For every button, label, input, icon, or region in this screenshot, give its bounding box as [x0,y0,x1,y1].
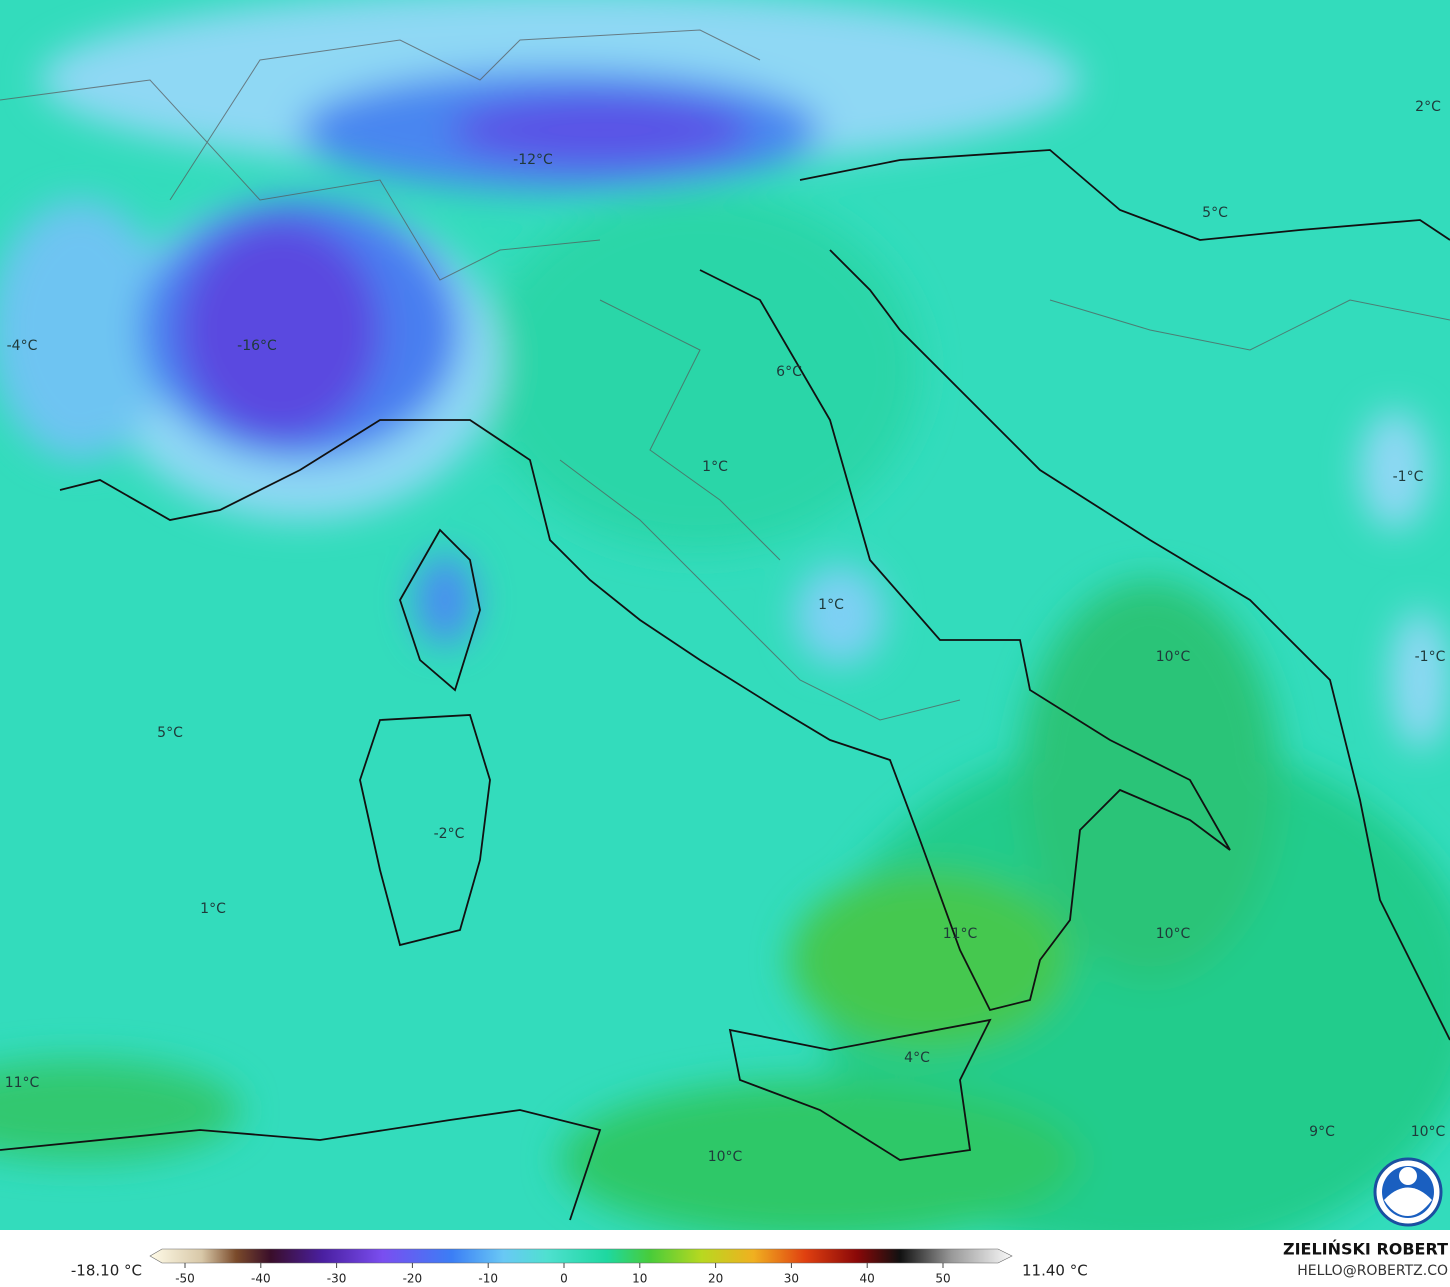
temperature-label: 9°C [1309,1124,1335,1140]
colorbar-tick-label: 0 [560,1272,568,1286]
colorbar-max: 11.40 °C [1022,1262,1088,1280]
colorbar-tick-label: 20 [708,1272,723,1286]
temperature-label: 4°C [904,1050,930,1066]
temperature-label: 1°C [818,597,844,613]
temperature-label: 6°C [776,364,802,380]
colorbar-min: -18.10 °C [71,1262,142,1280]
colorbar-tick-label: -40 [251,1272,271,1286]
temperature-label: -2°C [434,826,465,842]
map-field [0,0,1450,1260]
temperature-label: 10°C [708,1149,743,1165]
temperature-label: -16°C [237,338,277,354]
colorbar-tick-label: -20 [403,1272,423,1286]
credit-author: ZIELIŃSKI ROBERT [1283,1240,1448,1259]
temperature-label: 5°C [157,725,183,741]
temperature-label: 10°C [1156,649,1191,665]
temperature-label: 10°C [1411,1124,1446,1140]
colorbar-tick-label: 10 [632,1272,647,1286]
colorbar-tick-label: -50 [175,1272,195,1286]
colorbar-tick-label: 40 [860,1272,875,1286]
credit-email: HELLO@ROBERTZ.CO [1297,1263,1448,1279]
temperature-labels: -12°C 2°C 5°C -4°C -16°C 6°C 1°C -1°C 1°C 10°C -1°… [5,99,1446,1165]
temperature-label: 1°C [702,459,728,475]
temperature-label: 2°C [1415,99,1441,115]
temperature-label: 11°C [5,1075,40,1091]
temperature-label: -4°C [7,338,38,354]
temperature-label: 10°C [1156,926,1191,942]
noaa-logo [1373,1157,1443,1227]
colorbar-tick-label: -10 [478,1272,498,1286]
temperature-label: -12°C [513,152,553,168]
colorbar-tick-label: 30 [784,1272,799,1286]
temperature-label: 1°C [200,901,226,917]
colorbar: -50 -40 -30 -20 -10 0 10 20 30 40 50 [149,1248,1013,1286]
temperature-label: 5°C [1202,205,1228,221]
temperature-label: -1°C [1393,469,1424,485]
colorbar-tick-label: -30 [327,1272,347,1286]
temperature-label: -1°C [1415,649,1446,665]
temperature-label: 11°C [943,926,978,942]
colorbar-tick-label: 50 [935,1272,950,1286]
